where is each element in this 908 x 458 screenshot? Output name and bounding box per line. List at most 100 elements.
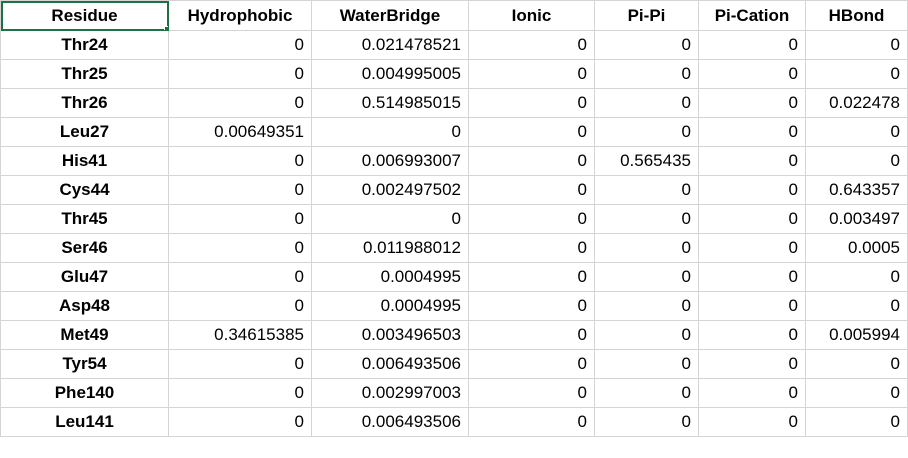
cell-residue[interactable]: Leu141 — [0, 407, 169, 437]
cell-hydrophobic[interactable]: 0.00649351 — [168, 117, 312, 147]
header-cell-pi-pi[interactable]: Pi-Pi — [594, 0, 699, 31]
cell-waterbridge[interactable]: 0.006993007 — [311, 146, 469, 176]
cell-waterbridge[interactable]: 0.004995005 — [311, 59, 469, 89]
cell-waterbridge[interactable]: 0 — [311, 204, 469, 234]
cell-residue[interactable]: Cys44 — [0, 175, 169, 205]
cell-pi-cation[interactable]: 0 — [698, 349, 806, 379]
cell-pi-cation[interactable]: 0 — [698, 233, 806, 263]
cell-ionic[interactable]: 0 — [468, 30, 595, 60]
cell-hydrophobic[interactable]: 0 — [168, 30, 312, 60]
cell-hbond[interactable]: 0 — [805, 349, 908, 379]
cell-hydrophobic[interactable]: 0 — [168, 233, 312, 263]
header-cell-hbond[interactable]: HBond — [805, 0, 908, 31]
cell-hydrophobic[interactable]: 0 — [168, 59, 312, 89]
cell-pi-cation[interactable]: 0 — [698, 320, 806, 350]
cell-waterbridge[interactable]: 0.514985015 — [311, 88, 469, 118]
cell-hydrophobic[interactable]: 0 — [168, 88, 312, 118]
cell-residue[interactable]: Phe140 — [0, 378, 169, 408]
cell-hydrophobic[interactable]: 0 — [168, 204, 312, 234]
cell-ionic[interactable]: 0 — [468, 146, 595, 176]
cell-pi-pi[interactable]: 0 — [594, 88, 699, 118]
cell-hydrophobic[interactable]: 0 — [168, 291, 312, 321]
cell-hbond[interactable]: 0.005994 — [805, 320, 908, 350]
cell-residue[interactable]: Asp48 — [0, 291, 169, 321]
cell-ionic[interactable]: 0 — [468, 117, 595, 147]
cell-ionic[interactable]: 0 — [468, 175, 595, 205]
cell-waterbridge[interactable]: 0 — [311, 117, 469, 147]
cell-pi-cation[interactable]: 0 — [698, 117, 806, 147]
cell-pi-cation[interactable]: 0 — [698, 175, 806, 205]
cell-waterbridge[interactable]: 0.006493506 — [311, 407, 469, 437]
cell-pi-pi[interactable]: 0 — [594, 378, 699, 408]
cell-hbond[interactable]: 0.643357 — [805, 175, 908, 205]
cell-pi-cation[interactable]: 0 — [698, 146, 806, 176]
cell-hbond[interactable]: 0 — [805, 378, 908, 408]
header-cell-residue[interactable]: Residue — [0, 0, 169, 31]
cell-pi-cation[interactable]: 0 — [698, 291, 806, 321]
cell-ionic[interactable]: 0 — [468, 320, 595, 350]
cell-pi-pi[interactable]: 0 — [594, 175, 699, 205]
cell-pi-pi[interactable]: 0.565435 — [594, 146, 699, 176]
cell-pi-pi[interactable]: 0 — [594, 30, 699, 60]
fill-handle[interactable] — [164, 26, 168, 30]
cell-hbond[interactable]: 0 — [805, 146, 908, 176]
cell-residue[interactable]: Thr45 — [0, 204, 169, 234]
cell-waterbridge[interactable]: 0.0004995 — [311, 291, 469, 321]
cell-pi-pi[interactable]: 0 — [594, 117, 699, 147]
cell-ionic[interactable]: 0 — [468, 407, 595, 437]
cell-hbond[interactable]: 0.0005 — [805, 233, 908, 263]
cell-hbond[interactable]: 0 — [805, 59, 908, 89]
header-cell-pi-cation[interactable]: Pi-Cation — [698, 0, 806, 31]
cell-pi-cation[interactable]: 0 — [698, 407, 806, 437]
cell-hydrophobic[interactable]: 0.34615385 — [168, 320, 312, 350]
cell-hydrophobic[interactable]: 0 — [168, 175, 312, 205]
cell-hydrophobic[interactable]: 0 — [168, 146, 312, 176]
cell-pi-pi[interactable]: 0 — [594, 204, 699, 234]
cell-hydrophobic[interactable]: 0 — [168, 262, 312, 292]
cell-residue[interactable]: Met49 — [0, 320, 169, 350]
cell-pi-pi[interactable]: 0 — [594, 349, 699, 379]
cell-hbond[interactable]: 0 — [805, 291, 908, 321]
cell-hbond[interactable]: 0.003497 — [805, 204, 908, 234]
cell-ionic[interactable]: 0 — [468, 262, 595, 292]
cell-waterbridge[interactable]: 0.002497502 — [311, 175, 469, 205]
cell-residue[interactable]: Thr24 — [0, 30, 169, 60]
cell-hbond[interactable]: 0.022478 — [805, 88, 908, 118]
cell-residue[interactable]: Tyr54 — [0, 349, 169, 379]
cell-hydrophobic[interactable]: 0 — [168, 378, 312, 408]
cell-residue[interactable]: Leu27 — [0, 117, 169, 147]
cell-hydrophobic[interactable]: 0 — [168, 407, 312, 437]
cell-pi-cation[interactable]: 0 — [698, 30, 806, 60]
cell-pi-pi[interactable]: 0 — [594, 262, 699, 292]
cell-waterbridge[interactable]: 0.0004995 — [311, 262, 469, 292]
cell-hbond[interactable]: 0 — [805, 117, 908, 147]
cell-residue[interactable]: Ser46 — [0, 233, 169, 263]
cell-pi-cation[interactable]: 0 — [698, 378, 806, 408]
cell-ionic[interactable]: 0 — [468, 204, 595, 234]
header-cell-waterbridge[interactable]: WaterBridge — [311, 0, 469, 31]
header-cell-hydrophobic[interactable]: Hydrophobic — [168, 0, 312, 31]
cell-residue[interactable]: His41 — [0, 146, 169, 176]
cell-residue[interactable]: Thr25 — [0, 59, 169, 89]
cell-pi-cation[interactable]: 0 — [698, 59, 806, 89]
cell-waterbridge[interactable]: 0.011988012 — [311, 233, 469, 263]
cell-waterbridge[interactable]: 0.002997003 — [311, 378, 469, 408]
cell-pi-pi[interactable]: 0 — [594, 291, 699, 321]
cell-ionic[interactable]: 0 — [468, 59, 595, 89]
cell-ionic[interactable]: 0 — [468, 233, 595, 263]
cell-waterbridge[interactable]: 0.003496503 — [311, 320, 469, 350]
cell-pi-cation[interactable]: 0 — [698, 204, 806, 234]
cell-residue[interactable]: Thr26 — [0, 88, 169, 118]
cell-pi-pi[interactable]: 0 — [594, 233, 699, 263]
cell-residue[interactable]: Glu47 — [0, 262, 169, 292]
cell-pi-cation[interactable]: 0 — [698, 88, 806, 118]
header-cell-ionic[interactable]: Ionic — [468, 0, 595, 31]
cell-ionic[interactable]: 0 — [468, 349, 595, 379]
cell-hbond[interactable]: 0 — [805, 262, 908, 292]
cell-ionic[interactable]: 0 — [468, 291, 595, 321]
cell-hydrophobic[interactable]: 0 — [168, 349, 312, 379]
cell-ionic[interactable]: 0 — [468, 88, 595, 118]
cell-waterbridge[interactable]: 0.006493506 — [311, 349, 469, 379]
cell-pi-pi[interactable]: 0 — [594, 59, 699, 89]
cell-ionic[interactable]: 0 — [468, 378, 595, 408]
